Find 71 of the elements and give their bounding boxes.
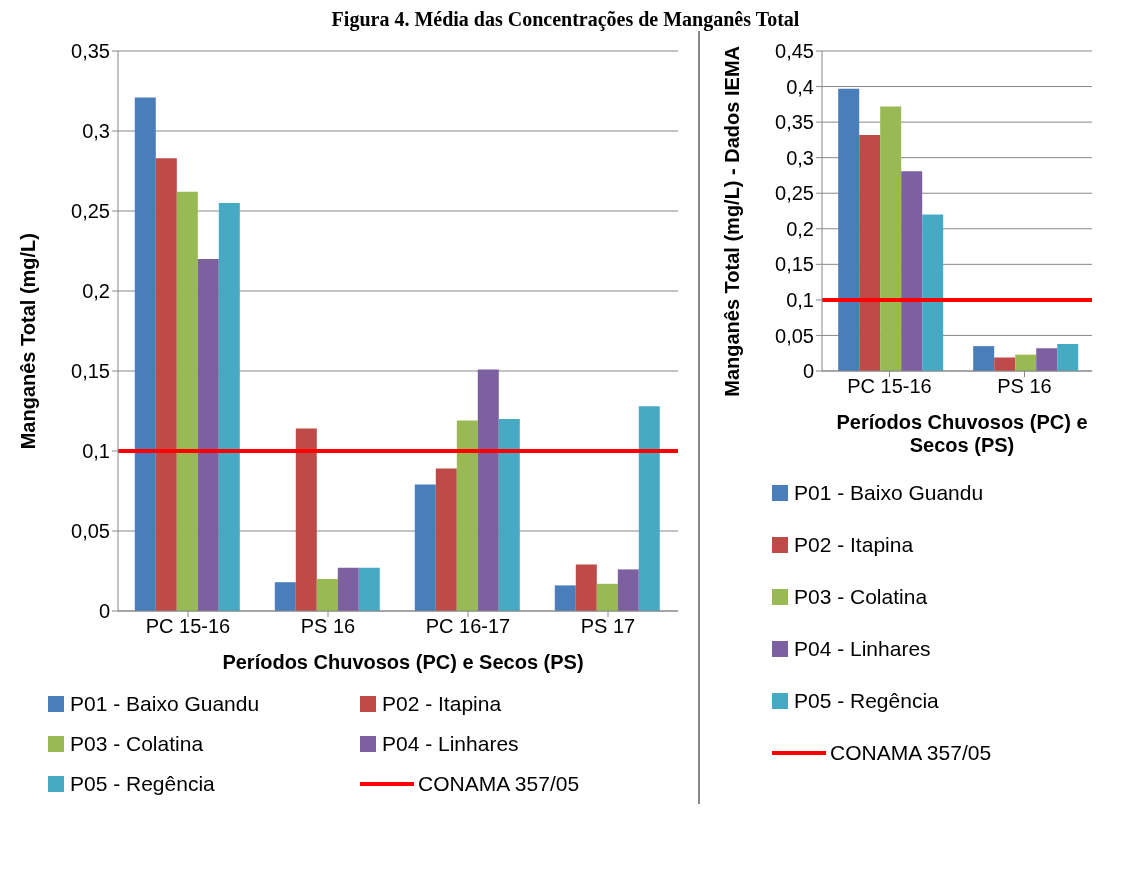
legend-label: P01 - Baixo Guandu xyxy=(794,481,984,505)
bar xyxy=(435,468,457,611)
bar xyxy=(596,583,618,611)
y-tick-label: 0,25 xyxy=(71,200,110,223)
bar xyxy=(859,134,881,371)
y-tick-label: 0,4 xyxy=(786,75,814,98)
y-tick-label: 0,3 xyxy=(82,120,110,143)
y-tick-label: 0,45 xyxy=(775,40,814,63)
bar xyxy=(316,579,338,611)
y-axis-title: Manganês Total (mg/L) - Dados IEMA xyxy=(720,45,744,397)
legend-label: P03 - Colatina xyxy=(794,585,928,609)
y-tick-label: 0,05 xyxy=(775,324,814,347)
bar xyxy=(901,171,923,371)
x-tick-label: PS 17 xyxy=(580,615,636,638)
y-tick-label: 0,35 xyxy=(71,40,110,63)
legend-label: P01 - Baixo Guandu xyxy=(70,692,260,716)
y-tick-label: 0 xyxy=(802,360,814,383)
legend-label: P02 - Itapina xyxy=(794,533,914,557)
legend-label: P04 - Linhares xyxy=(794,637,931,661)
legend-label: P03 - Colatina xyxy=(70,732,204,756)
chart-title: Figura 4. Média das Concentrações de Manganês Total xyxy=(330,8,801,31)
x-tick-label: PS 16 xyxy=(300,615,356,638)
y-tick-label: 0,3 xyxy=(786,146,814,169)
y-tick-label: 0,1 xyxy=(786,288,814,311)
legend-label: CONAMA 357/05 xyxy=(830,741,992,765)
y-tick-label: 0,15 xyxy=(775,253,814,276)
x-tick-label: PC 15-16 xyxy=(145,615,231,638)
y-tick-label: 0 xyxy=(98,600,110,623)
bar xyxy=(617,569,639,611)
bar xyxy=(176,191,198,611)
bar xyxy=(197,259,219,611)
bar xyxy=(295,428,317,611)
y-tick-label: 0,2 xyxy=(786,217,814,240)
x-tick-label: PC 16-17 xyxy=(425,615,511,638)
bar xyxy=(337,567,359,611)
bar xyxy=(358,567,380,611)
bar xyxy=(134,97,156,611)
bar xyxy=(1036,348,1058,371)
bar xyxy=(554,585,576,611)
bar xyxy=(638,406,660,611)
bar xyxy=(838,88,860,371)
y-tick-label: 0,35 xyxy=(775,111,814,134)
bar xyxy=(498,419,520,611)
legend-label: P02 - Itapina xyxy=(382,692,502,716)
y-tick-label: 0,2 xyxy=(82,280,110,303)
legend-label: P05 - Regência xyxy=(70,772,215,796)
bar xyxy=(155,158,177,611)
x-tick-label: PS 16 xyxy=(997,375,1052,398)
bar xyxy=(218,203,240,611)
legend-label: P04 - Linhares xyxy=(382,732,519,756)
bar xyxy=(477,369,499,611)
y-tick-label: 0,25 xyxy=(775,182,814,205)
x-axis-title: Períodos Chuvosos (PC) e Secos (PS) xyxy=(221,651,585,674)
x-axis-title: Períodos Chuvosos (PC) e Secos (PS) xyxy=(835,411,1089,457)
y-tick-label: 0,1 xyxy=(82,440,110,463)
bar xyxy=(922,214,944,371)
bar xyxy=(880,106,902,371)
bar xyxy=(456,420,478,611)
bar xyxy=(994,357,1016,371)
bar xyxy=(1015,354,1037,371)
legend-label: CONAMA 357/05 xyxy=(418,772,580,796)
y-tick-label: 0,15 xyxy=(71,360,110,383)
y-tick-label: 0,05 xyxy=(71,520,110,543)
bar xyxy=(414,484,436,611)
bar xyxy=(274,582,296,611)
x-tick-label: PC 15-16 xyxy=(847,375,932,398)
y-axis-title: Manganês Total (mg/L) xyxy=(16,232,40,450)
legend-label: P05 - Regência xyxy=(794,689,939,713)
bar xyxy=(575,564,597,611)
bar xyxy=(1057,343,1079,371)
bar xyxy=(973,346,995,371)
